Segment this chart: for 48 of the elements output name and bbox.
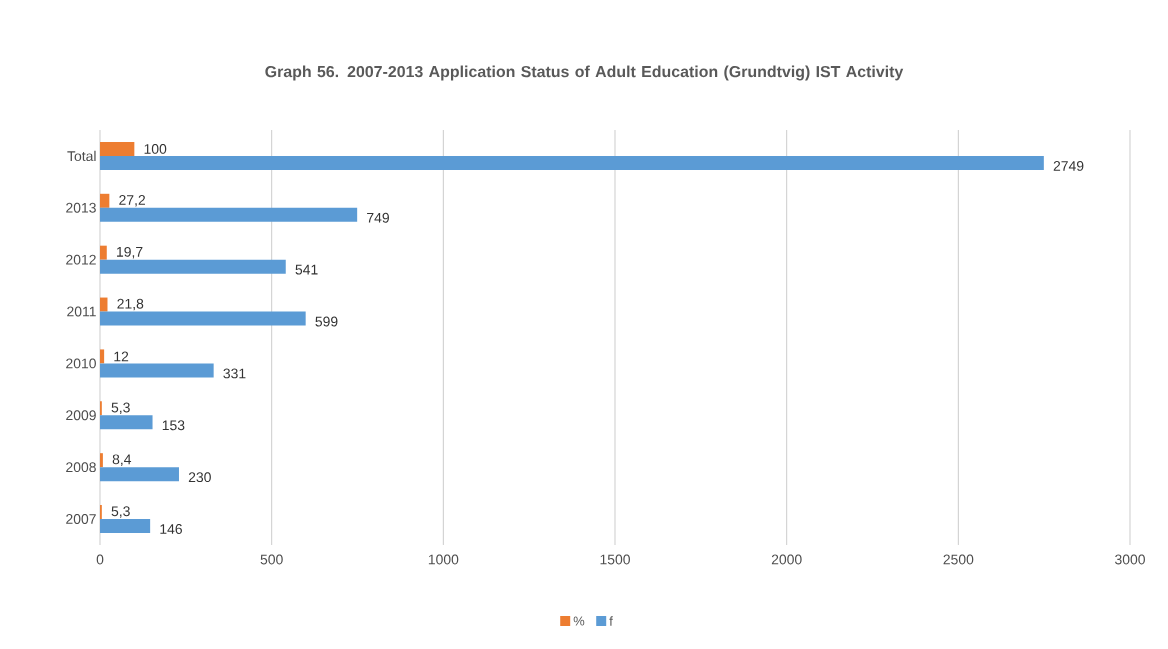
x-tick-label: 1500 bbox=[600, 554, 630, 565]
bar bbox=[100, 467, 179, 482]
y-tick-label: 2013 bbox=[66, 202, 96, 213]
bar bbox=[100, 519, 151, 534]
data-label: 331 bbox=[223, 368, 246, 379]
data-label: 599 bbox=[315, 316, 338, 327]
x-tick-label: 0 bbox=[96, 554, 104, 565]
bar bbox=[100, 141, 135, 156]
data-label: 5,3 bbox=[111, 402, 130, 415]
y-tick-label: 2009 bbox=[66, 410, 96, 421]
data-label: 2749 bbox=[1053, 160, 1084, 171]
bar bbox=[100, 363, 214, 378]
data-label: 21,8 bbox=[117, 298, 144, 311]
legend-label: % bbox=[573, 616, 585, 626]
data-label: 230 bbox=[188, 472, 211, 483]
data-label: 27,2 bbox=[119, 195, 145, 207]
data-label: 5,3 bbox=[111, 506, 130, 518]
x-tick-label: 2000 bbox=[771, 554, 802, 565]
y-tick-label: 2011 bbox=[67, 306, 96, 317]
y-tick-label: Total bbox=[67, 150, 96, 162]
y-tick-label: 2012 bbox=[66, 254, 96, 265]
data-label: 146 bbox=[160, 524, 182, 534]
y-tick-label: 2010 bbox=[66, 358, 96, 369]
x-tick-label: 500 bbox=[260, 554, 283, 565]
bar bbox=[100, 453, 103, 468]
data-label: 8,4 bbox=[112, 454, 132, 466]
bar bbox=[100, 193, 110, 208]
bar bbox=[100, 415, 153, 430]
y-tick-label: 2008 bbox=[66, 462, 96, 473]
bar bbox=[100, 297, 108, 312]
data-label: 100 bbox=[144, 143, 167, 154]
bar bbox=[100, 349, 105, 364]
x-tick-label: 3000 bbox=[1115, 554, 1145, 565]
data-label: 19,7 bbox=[117, 246, 143, 259]
bar bbox=[100, 311, 306, 326]
bar bbox=[100, 245, 107, 260]
y-tick-label: 2007 bbox=[66, 514, 96, 524]
bar bbox=[100, 207, 358, 222]
data-label: 153 bbox=[162, 420, 185, 431]
legend-label: f bbox=[609, 616, 613, 626]
data-label: 749 bbox=[367, 212, 389, 223]
chart-title: Graph 56. 2007-2013 Application Status of Adult Education (Grundtvig) IST Activity bbox=[265, 65, 904, 81]
bar bbox=[100, 155, 1044, 170]
data-label: 541 bbox=[295, 264, 318, 275]
data-label: 12 bbox=[114, 351, 129, 362]
x-tick-label: 2500 bbox=[943, 554, 974, 565]
bar bbox=[100, 259, 286, 274]
x-tick-label: 1000 bbox=[428, 554, 459, 565]
